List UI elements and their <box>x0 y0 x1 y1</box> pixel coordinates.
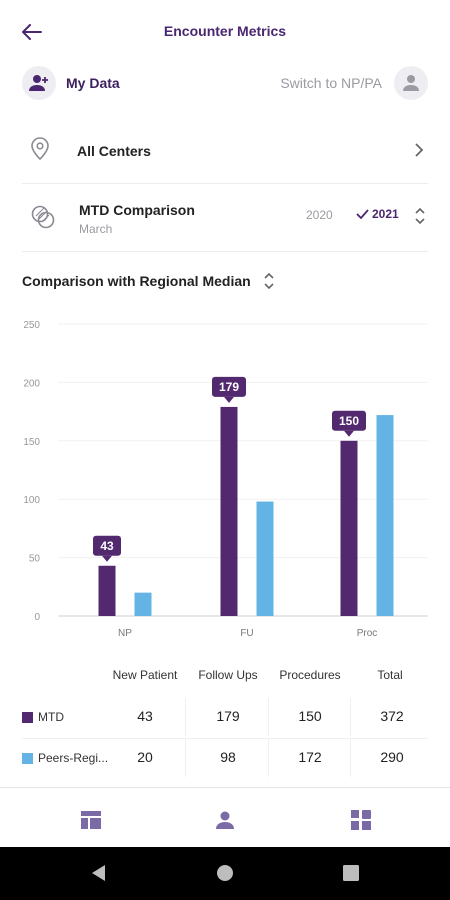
comparison-bar-chart: 0 50 100 150 200 250 NP FU Proc 43 179 150 <box>23 320 428 639</box>
bar-peers-np <box>134 592 152 616</box>
person-icon <box>216 811 234 829</box>
column-divider <box>350 739 351 777</box>
column-divider <box>268 698 269 736</box>
system-recents-icon[interactable] <box>342 864 360 882</box>
system-navigation-bar <box>0 847 450 900</box>
user-plus-icon <box>29 75 48 91</box>
cell-total: 372 <box>380 708 404 724</box>
y-tick-label: 200 <box>23 378 40 389</box>
data-label: 43 <box>100 539 114 553</box>
page-title: Encounter Metrics <box>163 23 287 39</box>
nav-profile-button[interactable] <box>213 808 237 832</box>
y-tick-label: 0 <box>34 612 40 623</box>
data-label-pointer <box>102 555 112 562</box>
comparison-label: Comparison with Regional Median <box>22 273 251 289</box>
header-follow-ups: Follow Ups <box>198 668 258 682</box>
data-switch-row: My Data Switch to NP/PA <box>0 66 450 106</box>
x-tick-label: Proc <box>357 628 378 639</box>
comparison-selector[interactable]: Comparison with Regional Median <box>22 271 275 291</box>
header-total: Total <box>377 668 403 682</box>
bar-mtd-fu <box>220 406 238 616</box>
dashboard-icon <box>351 810 371 830</box>
data-label: 179 <box>219 380 239 394</box>
table-row-mtd: MTD 43 179 150 372 <box>22 698 428 736</box>
column-divider <box>185 698 186 736</box>
location-pin-icon <box>31 137 49 161</box>
y-tick-label: 100 <box>23 495 40 506</box>
legend-swatch-peers <box>22 753 33 764</box>
mtd-comparison-title: MTD Comparison <box>79 202 195 218</box>
system-back-icon[interactable] <box>90 864 108 882</box>
arrow-left-icon <box>22 24 42 40</box>
data-label-pointer <box>344 430 354 437</box>
bar-peers-fu <box>256 501 274 616</box>
data-label: 150 <box>339 414 359 428</box>
bar-peers-proc <box>376 415 394 616</box>
column-divider <box>185 739 186 777</box>
cell-follow-ups: 179 <box>216 708 240 724</box>
header-procedures: Procedures <box>279 668 341 682</box>
year-option-2021[interactable]: 2021 <box>356 207 399 221</box>
mtd-comparison-month: March <box>79 222 113 236</box>
y-tick-label: 50 <box>29 554 41 565</box>
chevron-up-down-icon <box>264 272 274 290</box>
chevron-right-icon <box>415 143 424 157</box>
bar-mtd-np <box>98 565 116 616</box>
header-new-patient: New Patient <box>112 668 178 682</box>
y-tick-label: 150 <box>23 437 40 448</box>
switch-np-pa-button[interactable]: Switch to NP/PA <box>280 66 428 100</box>
mtd-comparison-row: MTD Comparison March 2020 2021 <box>22 184 428 252</box>
column-divider <box>350 698 351 736</box>
cell-new-patient: 20 <box>137 749 153 765</box>
cell-procedures: 150 <box>298 708 322 724</box>
column-divider <box>268 739 269 777</box>
x-tick-label: NP <box>118 628 132 639</box>
data-label-bubble <box>212 376 246 397</box>
table-icon <box>81 811 101 829</box>
bottom-navigation <box>0 787 450 847</box>
chevron-up-down-icon[interactable] <box>414 206 426 226</box>
compare-circles-icon <box>31 205 55 229</box>
cell-procedures: 172 <box>298 749 322 765</box>
all-centers-row[interactable]: All Centers <box>22 118 428 184</box>
my-data-button[interactable]: My Data <box>22 66 120 100</box>
y-tick-label: 250 <box>23 320 40 331</box>
legend-swatch-mtd <box>22 712 33 723</box>
switch-np-pa-label: Switch to NP/PA <box>280 75 382 91</box>
my-data-avatar <box>22 66 56 100</box>
table-row-peers: Peers-Regi... 20 98 172 290 <box>22 738 428 777</box>
nav-table-button[interactable] <box>79 808 103 832</box>
cell-total: 290 <box>380 749 404 765</box>
my-data-label: My Data <box>66 75 120 91</box>
check-icon <box>356 209 369 219</box>
cell-new-patient: 43 <box>137 708 153 724</box>
back-button[interactable] <box>18 18 46 46</box>
data-label-pointer <box>224 396 234 403</box>
user-avatar-icon <box>403 75 419 91</box>
all-centers-label: All Centers <box>77 143 151 159</box>
year-option-2020[interactable]: 2020 <box>306 208 333 222</box>
switch-avatar <box>394 66 428 100</box>
bar-mtd-proc <box>340 440 358 616</box>
system-home-icon[interactable] <box>216 864 234 882</box>
year-label-2021: 2021 <box>372 207 399 221</box>
data-label-bubble <box>93 535 121 556</box>
x-tick-label: FU <box>240 628 253 639</box>
nav-dashboard-button[interactable] <box>349 808 373 832</box>
cell-follow-ups: 98 <box>220 749 236 765</box>
data-label-bubble <box>332 410 366 431</box>
app-header: Encounter Metrics <box>0 0 450 62</box>
